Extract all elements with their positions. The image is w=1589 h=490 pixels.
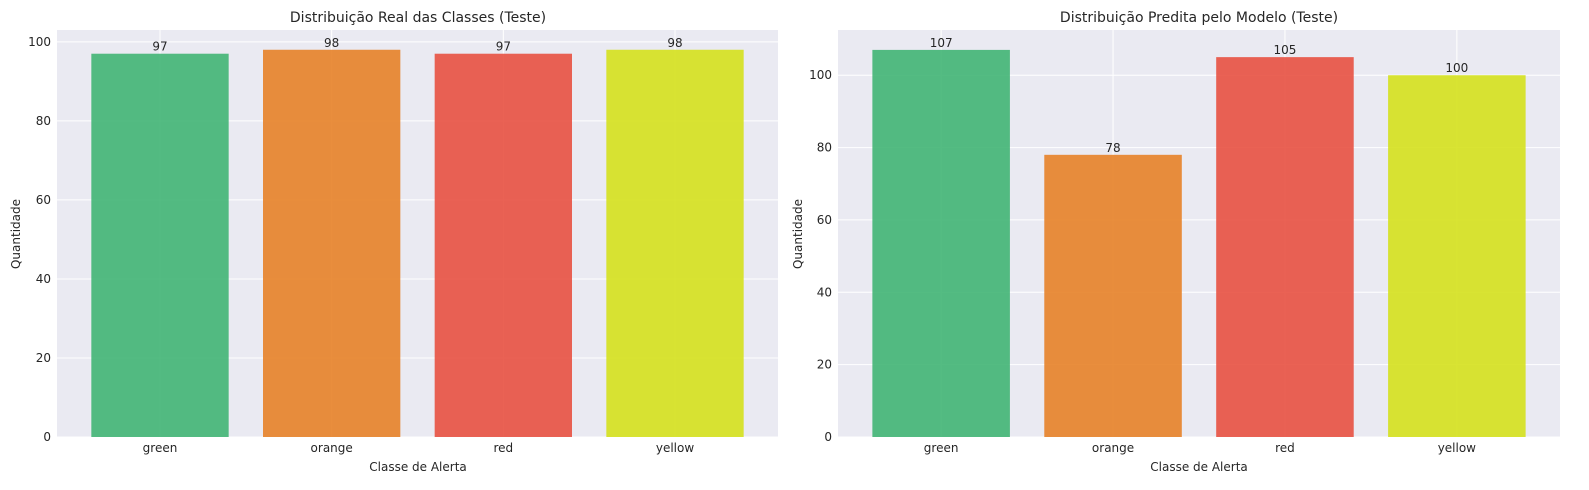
- x-tick-label: orange: [1092, 441, 1134, 455]
- x-tick-label: orange: [311, 441, 353, 455]
- y-axis-label: Quantidade: [9, 199, 23, 269]
- y-tick-label: 40: [817, 285, 832, 299]
- bar-green: [91, 53, 229, 437]
- bar-orange: [1044, 154, 1182, 437]
- bar-yellow: [1388, 75, 1526, 437]
- data-label: 98: [667, 36, 682, 50]
- bar-red: [434, 53, 572, 437]
- x-tick-label: red: [1275, 441, 1295, 455]
- x-tick-label: yellow: [656, 441, 694, 455]
- data-label: 97: [152, 40, 167, 54]
- data-label: 105: [1273, 43, 1296, 57]
- chart-real-distribution: Distribuição Real das Classes (Teste) Cl…: [9, 10, 778, 474]
- data-label: 78: [1105, 141, 1120, 155]
- y-tick-label: 100: [28, 35, 51, 49]
- y-tick-label: 80: [36, 114, 51, 128]
- data-label: 98: [324, 36, 339, 50]
- x-axis-label: Classe de Alerta: [1150, 460, 1248, 474]
- y-tick-label: 0: [824, 430, 832, 444]
- y-tick-label: 20: [36, 351, 51, 365]
- bar-red: [1216, 57, 1354, 438]
- y-tick-label: 60: [817, 213, 832, 227]
- data-label: 97: [496, 40, 511, 54]
- y-tick-label: 100: [809, 68, 832, 82]
- y-axis-label: Quantidade: [791, 199, 805, 269]
- x-tick-label: yellow: [1438, 441, 1476, 455]
- chart-title: Distribuição Predita pelo Modelo (Teste): [1060, 10, 1338, 26]
- bar-green: [872, 49, 1010, 438]
- y-tick-label: 60: [36, 193, 51, 207]
- data-label: 107: [930, 36, 953, 50]
- x-tick-label: red: [493, 441, 513, 455]
- x-tick-label: green: [143, 441, 178, 455]
- x-tick-label: green: [924, 441, 959, 455]
- y-tick-label: 20: [817, 358, 832, 372]
- y-tick-label: 40: [36, 272, 51, 286]
- bar-yellow: [606, 49, 744, 437]
- chart-predicted-distribution: Distribuição Predita pelo Modelo (Teste)…: [791, 10, 1560, 474]
- y-tick-label: 80: [817, 141, 832, 155]
- y-tick-label: 0: [43, 430, 51, 444]
- chart-title: Distribuição Real das Classes (Teste): [290, 10, 546, 26]
- bar-orange: [263, 49, 401, 437]
- x-axis-label: Classe de Alerta: [369, 460, 467, 474]
- data-label: 100: [1445, 61, 1468, 75]
